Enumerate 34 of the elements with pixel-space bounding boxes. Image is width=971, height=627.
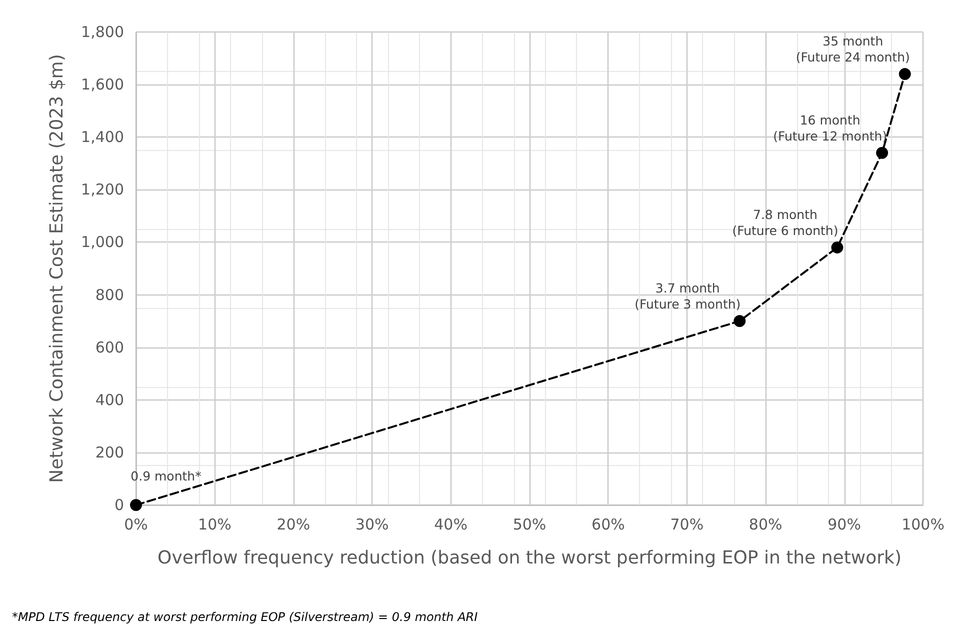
y-tick-label: 1,200 <box>81 180 124 199</box>
y-tick-label: 600 <box>95 338 124 356</box>
point <box>898 68 911 80</box>
point <box>876 146 888 159</box>
x-tick-label: 60% <box>592 516 625 534</box>
x-tick-label: 30% <box>355 516 389 534</box>
y-tick-label: 1,000 <box>81 233 124 252</box>
y-tick-label: 800 <box>95 286 124 304</box>
annotation: 16 month (Future 12 month) <box>773 112 888 144</box>
x-tick-label: 90% <box>828 516 861 534</box>
y-tick-label: 200 <box>95 443 124 462</box>
x-tick-label: 20% <box>276 516 310 534</box>
y-tick-label: 1,600 <box>81 76 124 94</box>
annotation: 3.7 month (Future 3 month) <box>634 280 741 312</box>
point <box>130 499 142 511</box>
x-tick-label: 10% <box>198 516 232 534</box>
x-tick-label: 80% <box>748 516 782 534</box>
y-tick-label: 400 <box>95 390 124 409</box>
annotation: 35 month (Future 24 month) <box>796 34 910 65</box>
x-axis-title: Overflow frequency reduction (based on the worst performing EOP in the network) <box>158 548 902 568</box>
y-tick-label: 1,800 <box>81 23 124 41</box>
annotation: 7.8 month (Future 6 month) <box>732 206 838 238</box>
x-tick-label: 70% <box>670 516 704 534</box>
x-tick-label: 100% <box>902 516 944 534</box>
x-tick-label: 40% <box>434 516 468 534</box>
annotation: 0.9 month* <box>130 468 202 484</box>
y-tick-label: 0 <box>114 496 124 514</box>
y-tick-label: 1,400 <box>81 128 124 146</box>
point <box>734 315 746 328</box>
x-tick-label: 50% <box>512 516 546 534</box>
text: *MPD LTS frequency at worst performing EOP (Silverstream) = 0.9 month ARI <box>12 610 478 624</box>
point <box>831 241 844 254</box>
x-tick-label: 0% <box>124 516 148 534</box>
y-axis-title: Network Containment Cost Estimate (2023 $m) <box>46 54 68 483</box>
